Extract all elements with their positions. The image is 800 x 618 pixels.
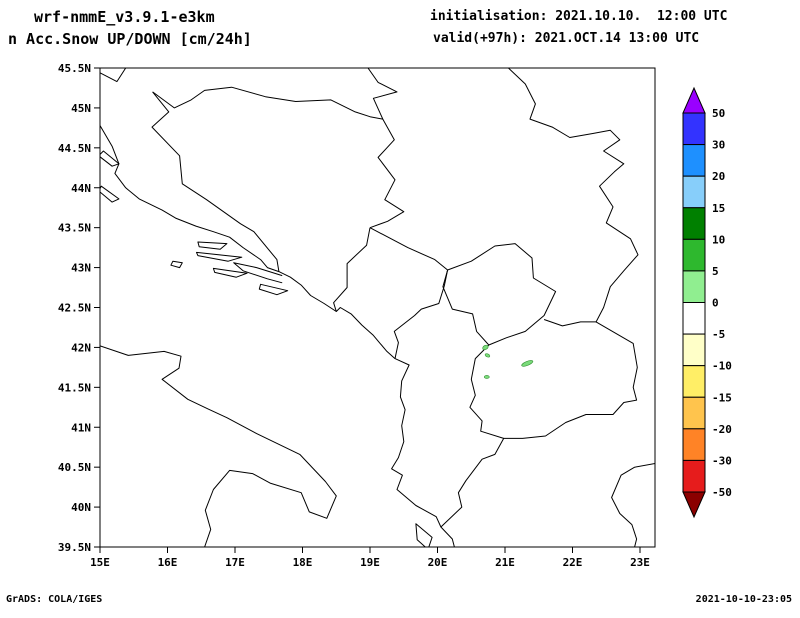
- peninsula-peljesac: [233, 262, 283, 284]
- lat-tick-label: 45.5N: [58, 62, 91, 75]
- colorbar-segment: [682, 396, 706, 430]
- lat-tick-label: 41N: [71, 421, 91, 434]
- colorbar-segment: [682, 207, 706, 240]
- lat-tick-label: 45N: [71, 102, 91, 115]
- lon-tick-label: 22E: [563, 556, 583, 569]
- lat-tick-label: 41.5N: [58, 381, 91, 394]
- colorbar-segment: [682, 365, 706, 398]
- lat-tick-label: 42N: [71, 341, 91, 354]
- colorbar-segment: [682, 238, 706, 272]
- colorbar-label: -50: [712, 486, 732, 499]
- grads-signature: GrADS: COLA/IGES: [6, 594, 103, 605]
- island-corfu: [415, 523, 433, 547]
- border-sava-danube: [152, 68, 398, 120]
- border-montenegro-serbia: [369, 227, 448, 271]
- coastline-italy: [100, 345, 337, 547]
- lon-tick-label: 20E: [428, 556, 448, 569]
- colorbar-arrow-bottom: [682, 491, 706, 519]
- coastline-croatia-albania: [100, 125, 455, 547]
- product-title: n Acc.Snow UP/DOWN [cm/24h]: [8, 30, 252, 48]
- colorbar-segment: [682, 144, 706, 177]
- snow-patch: [483, 375, 490, 379]
- lon-tick-label: 15E: [90, 556, 110, 569]
- island-vis: [170, 260, 183, 269]
- colorbar-label: 10: [712, 233, 725, 246]
- colorbar-label: 30: [712, 139, 725, 152]
- colorbar-label: 20: [712, 170, 725, 183]
- lat-tick-label: 39.5N: [58, 541, 91, 554]
- colorbar-segment: [682, 428, 706, 461]
- colorbar-segment: [682, 175, 706, 209]
- lat-tick-label: 43.5N: [58, 222, 91, 235]
- lon-tick-label: 21E: [495, 556, 515, 569]
- snow-patch: [484, 353, 491, 358]
- colorbar-segment: [682, 270, 706, 303]
- border-montenegro-albania: [393, 269, 449, 359]
- lon-tick-label: 16E: [158, 556, 178, 569]
- island-dugi-otok: [100, 185, 120, 203]
- lat-tick-label: 43N: [71, 262, 91, 275]
- colorbar-segment: [682, 333, 706, 367]
- border-serbia-macedonia: [543, 319, 597, 327]
- colorbar-segment: [682, 459, 706, 493]
- lon-tick-label: 23E: [630, 556, 650, 569]
- border-slovenia-croatia: [100, 68, 127, 83]
- lat-tick-label: 44.5N: [58, 142, 91, 155]
- island-mljet: [258, 283, 289, 296]
- lon-tick-label: 18E: [293, 556, 313, 569]
- map-frame: [99, 67, 656, 548]
- lat-tick-label: 44N: [71, 182, 91, 195]
- colorbar-label: -30: [712, 454, 732, 467]
- border-drina-bosnia-serbia: [369, 118, 405, 229]
- lon-tick-label: 17E: [225, 556, 245, 569]
- border-croatia-bosnia-west: [151, 91, 280, 272]
- colorbar-label: -5: [712, 328, 725, 341]
- map-outlines: [100, 68, 655, 547]
- colorbar-segment: [682, 302, 706, 335]
- border-kosovo: [442, 243, 557, 346]
- colorbar-label: -15: [712, 391, 732, 404]
- colorbar-label: -20: [712, 423, 732, 436]
- init-time: initialisation: 2021.10.10. 12:00 UTC: [430, 9, 728, 24]
- model-title: wrf-nmmE_v3.9.1-e3km: [34, 8, 215, 26]
- colorbar-label: -10: [712, 360, 732, 373]
- border-east-serbia-romania-bulgaria-greece: [440, 68, 639, 528]
- valid-time: valid(+97h): 2021.OCT.14 13:00 UTC: [433, 31, 700, 46]
- lat-tick-label: 40N: [71, 501, 91, 514]
- lat-tick-label: 42.5N: [58, 302, 91, 315]
- border-albania-macedonia: [469, 344, 504, 439]
- border-bosnia-montenegro: [333, 227, 371, 312]
- colorbar-label: 0: [712, 297, 719, 310]
- island-korcula: [212, 267, 248, 278]
- colorbar-label: 50: [712, 107, 725, 120]
- coastline-aegean: [611, 463, 655, 547]
- snow-patch: [482, 344, 489, 351]
- island-brac: [197, 241, 228, 250]
- creation-timestamp: 2021-10-10-23:05: [695, 594, 792, 605]
- island-hvar: [196, 251, 243, 262]
- colorbar-label: 15: [712, 202, 725, 215]
- colorbar-label: 5: [712, 265, 719, 278]
- snow-patch: [521, 360, 534, 367]
- colorbar-segment: [682, 112, 706, 146]
- lat-tick-label: 40.5N: [58, 461, 91, 474]
- colorbar-arrow-top: [682, 86, 706, 114]
- island-pag: [100, 150, 120, 167]
- lon-tick-label: 19E: [360, 556, 380, 569]
